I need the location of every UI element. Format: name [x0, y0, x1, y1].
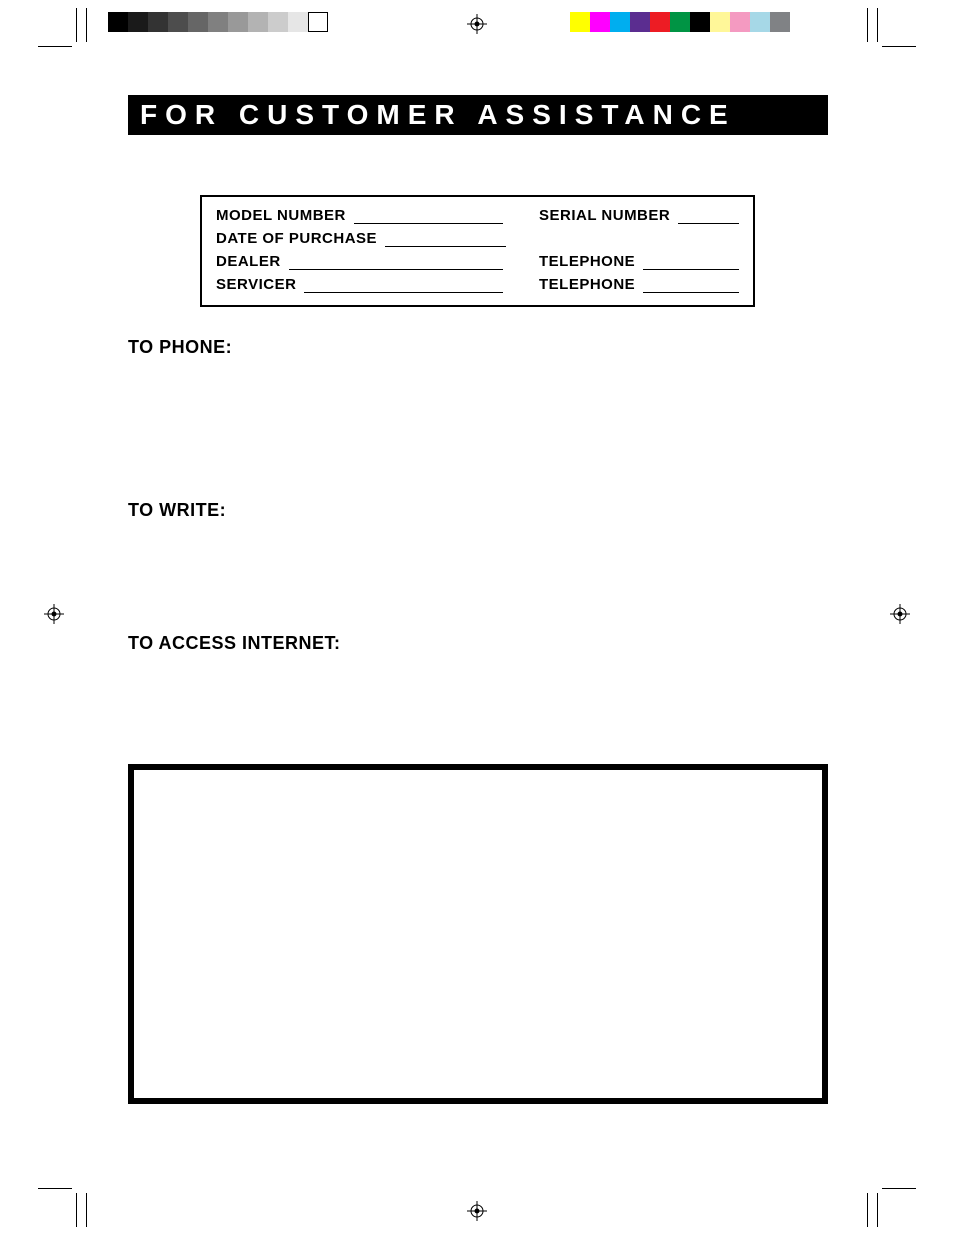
label-model-number: MODEL NUMBER	[216, 207, 346, 224]
registration-mark-icon	[467, 14, 487, 34]
blank-line[interactable]	[643, 256, 739, 270]
crop-mark	[76, 1193, 77, 1227]
empty-box	[128, 764, 828, 1104]
heading-to-access-internet: TO ACCESS INTERNET:	[128, 633, 828, 654]
crop-mark	[86, 1193, 87, 1227]
blank-line[interactable]	[304, 279, 503, 293]
field-servicer-telephone: TELEPHONE	[539, 276, 739, 293]
crop-mark	[882, 46, 916, 47]
printers-color-bar	[570, 12, 790, 32]
crop-mark	[76, 8, 77, 42]
registration-mark-icon	[890, 604, 910, 624]
field-dealer-telephone: TELEPHONE	[539, 253, 739, 270]
blank-line[interactable]	[643, 279, 739, 293]
label-serial-number: SERIAL NUMBER	[539, 207, 670, 224]
label-dealer-telephone: TELEPHONE	[539, 253, 635, 270]
field-serial-number: SERIAL NUMBER	[539, 207, 739, 224]
label-date-of-purchase: DATE OF PURCHASE	[216, 230, 377, 247]
registration-mark-icon	[44, 604, 64, 624]
field-model-number: MODEL NUMBER	[216, 207, 503, 224]
label-dealer: DEALER	[216, 253, 281, 270]
crop-mark	[877, 8, 878, 42]
crop-mark	[867, 1193, 868, 1227]
label-servicer: SERVICER	[216, 276, 296, 293]
heading-to-phone: TO PHONE:	[128, 337, 828, 358]
blank-line[interactable]	[354, 210, 503, 224]
field-dealer: DEALER	[216, 253, 503, 270]
crop-mark	[882, 1188, 916, 1189]
field-servicer: SERVICER	[216, 276, 503, 293]
blank-line[interactable]	[289, 256, 503, 270]
heading-to-write: TO WRITE:	[128, 500, 828, 521]
blank-line[interactable]	[678, 210, 739, 224]
page-title-bar: FOR CUSTOMER ASSISTANCE	[128, 95, 828, 135]
label-servicer-telephone: TELEPHONE	[539, 276, 635, 293]
printers-gray-bar	[108, 12, 328, 32]
crop-mark	[38, 1188, 72, 1189]
blank-line[interactable]	[385, 233, 506, 247]
registration-mark-icon	[467, 1201, 487, 1221]
crop-mark	[86, 8, 87, 42]
product-info-box: MODEL NUMBER SERIAL NUMBER DATE OF PURCH…	[200, 195, 755, 307]
crop-mark	[38, 46, 72, 47]
crop-mark	[877, 1193, 878, 1227]
crop-mark	[867, 8, 868, 42]
field-date-of-purchase: DATE OF PURCHASE	[216, 230, 506, 247]
page-title: FOR CUSTOMER ASSISTANCE	[140, 99, 736, 130]
page-content: FOR CUSTOMER ASSISTANCE MODEL NUMBER SER…	[128, 95, 828, 1104]
